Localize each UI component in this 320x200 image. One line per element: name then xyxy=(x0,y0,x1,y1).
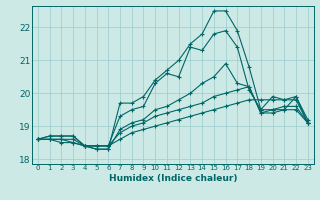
X-axis label: Humidex (Indice chaleur): Humidex (Indice chaleur) xyxy=(108,174,237,183)
